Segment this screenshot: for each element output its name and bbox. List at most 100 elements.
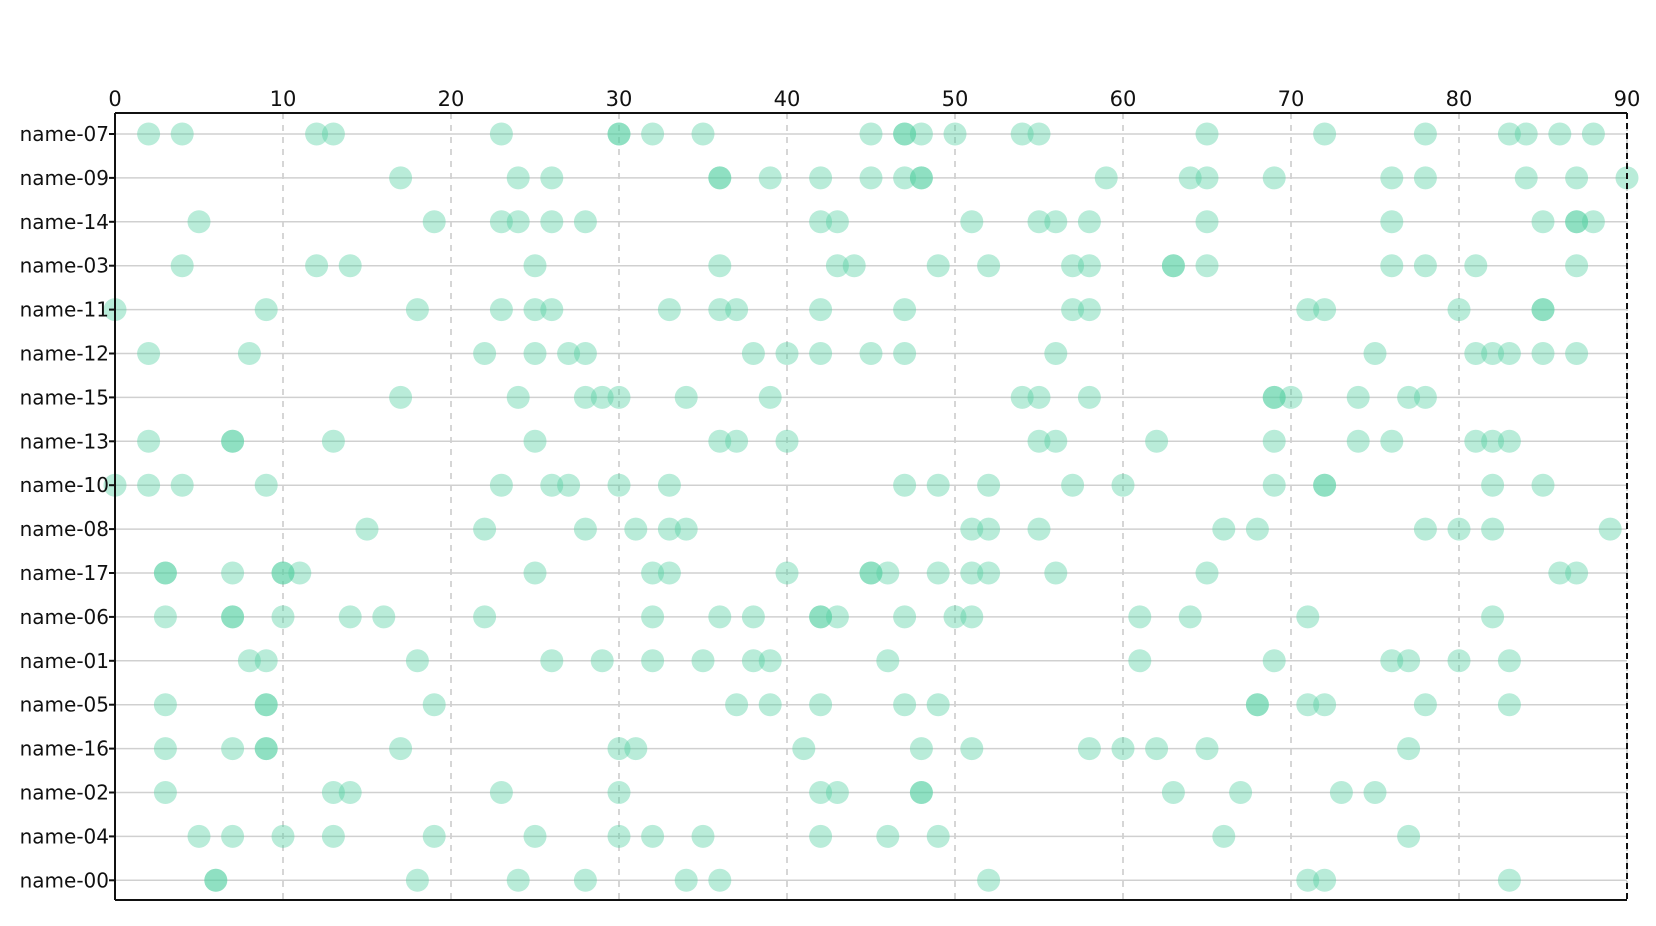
data-point: [204, 868, 228, 892]
data-point: [355, 517, 379, 541]
data-point: [389, 737, 413, 761]
data-point: [137, 473, 161, 497]
data-point: [1077, 254, 1101, 278]
data-point: [1565, 254, 1589, 278]
data-point: [825, 605, 849, 629]
grid-layer: [114, 113, 1628, 900]
data-point: [389, 385, 413, 409]
data-point: [1497, 122, 1521, 146]
data-point: [1548, 122, 1572, 146]
data-point: [187, 824, 211, 848]
data-point: [657, 561, 681, 585]
data-point: [1262, 385, 1286, 409]
data-point: [1145, 429, 1169, 453]
data-point: [1497, 342, 1521, 365]
data-point: [153, 561, 177, 585]
data-point: [943, 605, 967, 629]
data-point: [1329, 781, 1353, 804]
x-tick-label: 90: [1614, 87, 1641, 111]
y-tick-label: name-11: [20, 298, 109, 322]
data-point: [624, 737, 648, 761]
x-tick-label: 40: [774, 87, 801, 111]
data-point: [187, 210, 211, 234]
data-point: [1397, 649, 1421, 673]
data-point: [540, 166, 564, 190]
data-point: [758, 649, 782, 673]
data-point: [1195, 210, 1219, 234]
data-point: [1313, 122, 1337, 146]
data-point: [137, 122, 161, 146]
data-point: [758, 166, 782, 190]
data-point: [153, 605, 177, 629]
data-point: [1565, 210, 1589, 234]
data-point: [405, 649, 429, 673]
data-point: [506, 385, 530, 409]
data-point: [1044, 342, 1068, 365]
data-point: [825, 254, 849, 278]
data-point: [1161, 254, 1185, 278]
y-tick-label: name-03: [20, 254, 109, 278]
data-point: [506, 210, 530, 234]
data-point: [153, 693, 177, 717]
data-point: [523, 254, 547, 278]
data-point: [1061, 298, 1085, 322]
data-point: [405, 298, 429, 322]
data-point: [775, 429, 799, 453]
data-point: [1296, 868, 1320, 892]
data-point: [1447, 517, 1471, 541]
data-point: [422, 210, 446, 234]
data-point: [809, 781, 833, 804]
data-point: [1413, 166, 1437, 190]
data-point: [641, 561, 665, 585]
data-point: [641, 824, 665, 848]
data-point: [893, 298, 917, 322]
data-point: [1027, 210, 1051, 234]
data-point: [1262, 385, 1286, 409]
x-tick-label: 30: [606, 87, 633, 111]
data-point: [876, 561, 900, 585]
data-point: [741, 342, 765, 365]
data-point: [708, 166, 732, 190]
data-point: [1027, 517, 1051, 541]
data-point: [792, 737, 816, 761]
data-point: [893, 605, 917, 629]
data-point: [372, 605, 396, 629]
data-point: [1178, 605, 1202, 629]
data-point: [809, 824, 833, 848]
data-point: [573, 868, 597, 892]
data-point: [153, 561, 177, 585]
data-point: [809, 605, 833, 629]
data-point: [657, 298, 681, 322]
data-point: [674, 868, 698, 892]
data-point: [977, 473, 1001, 497]
data-point: [1581, 122, 1605, 146]
data-point: [1313, 868, 1337, 892]
data-point: [809, 210, 833, 234]
data-point: [1481, 605, 1505, 629]
data-point: [725, 429, 749, 453]
data-point: [540, 649, 564, 673]
data-point: [641, 649, 665, 673]
x-tick-label: 50: [942, 87, 969, 111]
data-point: [1128, 605, 1152, 629]
data-point: [237, 649, 261, 673]
axis-layer: [109, 112, 1628, 901]
data-point: [1044, 429, 1068, 453]
data-point: [1010, 122, 1034, 146]
data-point: [909, 166, 933, 190]
data-point: [708, 254, 732, 278]
data-point: [1245, 517, 1269, 541]
y-tick-label: name-09: [20, 166, 109, 190]
data-point: [338, 781, 362, 804]
data-point: [170, 254, 194, 278]
data-point: [893, 122, 917, 146]
data-point: [321, 781, 345, 804]
data-point: [607, 824, 631, 848]
data-point: [1077, 210, 1101, 234]
data-point: [809, 298, 833, 322]
data-point: [1262, 473, 1286, 497]
data-point: [506, 868, 530, 892]
data-point: [254, 737, 278, 761]
y-tick-label: name-04: [20, 824, 109, 848]
data-point: [893, 693, 917, 717]
